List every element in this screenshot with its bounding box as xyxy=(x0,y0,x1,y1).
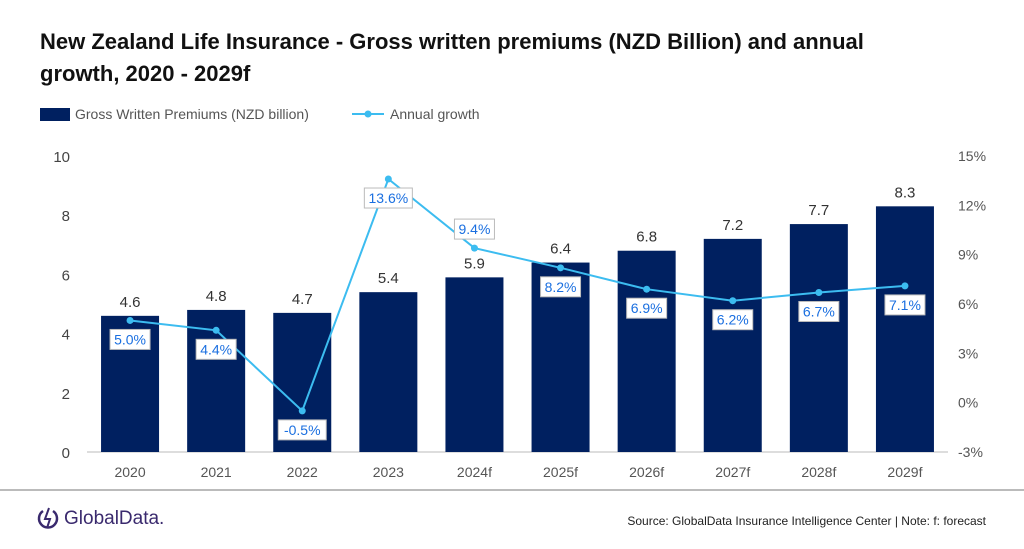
left-axis-tick: 8 xyxy=(62,208,70,225)
x-axis-tick: 2022 xyxy=(287,464,318,480)
growth-label-box xyxy=(626,297,668,319)
right-axis-tick: 12% xyxy=(958,197,986,213)
bar-value-label: 4.8 xyxy=(206,288,227,305)
growth-label-box xyxy=(712,309,754,331)
growth-label-box xyxy=(363,187,413,209)
x-axis-tick: 2028f xyxy=(801,464,836,480)
growth-point xyxy=(815,288,823,296)
growth-label: 6.2% xyxy=(717,312,749,328)
x-axis-tick: 2021 xyxy=(201,464,232,480)
growth-label-box xyxy=(109,328,151,350)
bar-value-label: 7.7 xyxy=(808,202,829,219)
bar xyxy=(445,277,504,452)
growth-point xyxy=(729,297,737,305)
growth-label: 5.0% xyxy=(114,331,146,347)
bar xyxy=(875,206,934,452)
logo-text: GlobalData. xyxy=(64,508,165,529)
right-axis-tick: 15% xyxy=(958,148,986,164)
growth-point xyxy=(298,407,306,415)
growth-label-box xyxy=(884,294,926,316)
left-axis-tick: 4 xyxy=(62,327,70,344)
bar-value-label: 6.4 xyxy=(550,241,571,258)
right-axis-tick: 9% xyxy=(958,247,978,263)
left-axis-tick: 10 xyxy=(53,149,70,166)
x-axis-tick: 2025f xyxy=(543,464,578,480)
legend-line-marker xyxy=(364,110,372,118)
bar-value-label: 5.4 xyxy=(378,270,399,287)
growth-label: 8.2% xyxy=(545,279,577,295)
growth-label: -0.5% xyxy=(284,422,321,438)
bar xyxy=(359,292,418,452)
growth-label: 13.6% xyxy=(368,190,408,206)
growth-label: 6.7% xyxy=(803,303,835,319)
x-axis-tick: 2023 xyxy=(373,464,404,480)
divider xyxy=(0,489,1024,491)
right-axis-tick: -3% xyxy=(958,444,983,460)
bar xyxy=(703,238,762,452)
growth-point xyxy=(384,175,392,183)
growth-label-box xyxy=(195,338,237,360)
x-axis-tick: 2024f xyxy=(457,464,492,480)
growth-point xyxy=(470,244,478,252)
growth-label-box xyxy=(540,276,582,298)
growth-label-box xyxy=(798,300,840,322)
legend-bar-label: Gross Written Premiums (NZD billion) xyxy=(75,106,309,122)
x-axis-tick: 2020 xyxy=(114,464,145,480)
growth-label-box xyxy=(453,218,495,240)
globaldata-logo-icon xyxy=(37,507,59,529)
left-axis-tick: 2 xyxy=(62,386,70,403)
growth-point xyxy=(126,316,134,324)
globaldata-logo: GlobalData. xyxy=(36,506,164,532)
growth-label: 7.1% xyxy=(889,297,921,313)
growth-label: 9.4% xyxy=(458,221,490,237)
left-axis-tick: 6 xyxy=(62,267,70,284)
bar xyxy=(617,250,676,452)
bar-value-label: 4.7 xyxy=(292,291,313,308)
growth-label: 6.9% xyxy=(631,300,663,316)
growth-point xyxy=(901,282,909,290)
growth-label-box xyxy=(277,419,327,441)
x-axis-tick: 2027f xyxy=(715,464,750,480)
right-axis-tick: 3% xyxy=(958,345,978,361)
growth-label: 4.4% xyxy=(200,341,232,357)
bar-value-label: 6.8 xyxy=(636,229,657,246)
chart-title: New Zealand Life Insurance - Gross writt… xyxy=(40,29,864,86)
growth-line xyxy=(129,177,906,413)
bar-value-label: 4.6 xyxy=(120,294,141,311)
bar xyxy=(789,224,848,452)
bar-value-label: 5.9 xyxy=(464,255,485,272)
left-axis-tick: 0 xyxy=(62,445,70,462)
bar-value-label: 7.2 xyxy=(722,217,743,234)
bar-value-label: 8.3 xyxy=(895,184,916,201)
legend-line-label: Annual growth xyxy=(390,106,480,122)
right-axis-tick: 0% xyxy=(958,395,978,411)
right-axis-tick: 6% xyxy=(958,296,978,312)
source-note: Source: GlobalData Insurance Intelligenc… xyxy=(627,514,986,528)
chart: Gross Written Premiums (NZD billion) Annu… xyxy=(40,106,986,480)
growth-point xyxy=(557,264,565,272)
x-axis-tick: 2026f xyxy=(629,464,664,480)
growth-point xyxy=(643,285,651,293)
x-axis-tick: 2029f xyxy=(887,464,922,480)
legend-bar-swatch xyxy=(40,108,70,121)
growth-point xyxy=(212,326,220,334)
